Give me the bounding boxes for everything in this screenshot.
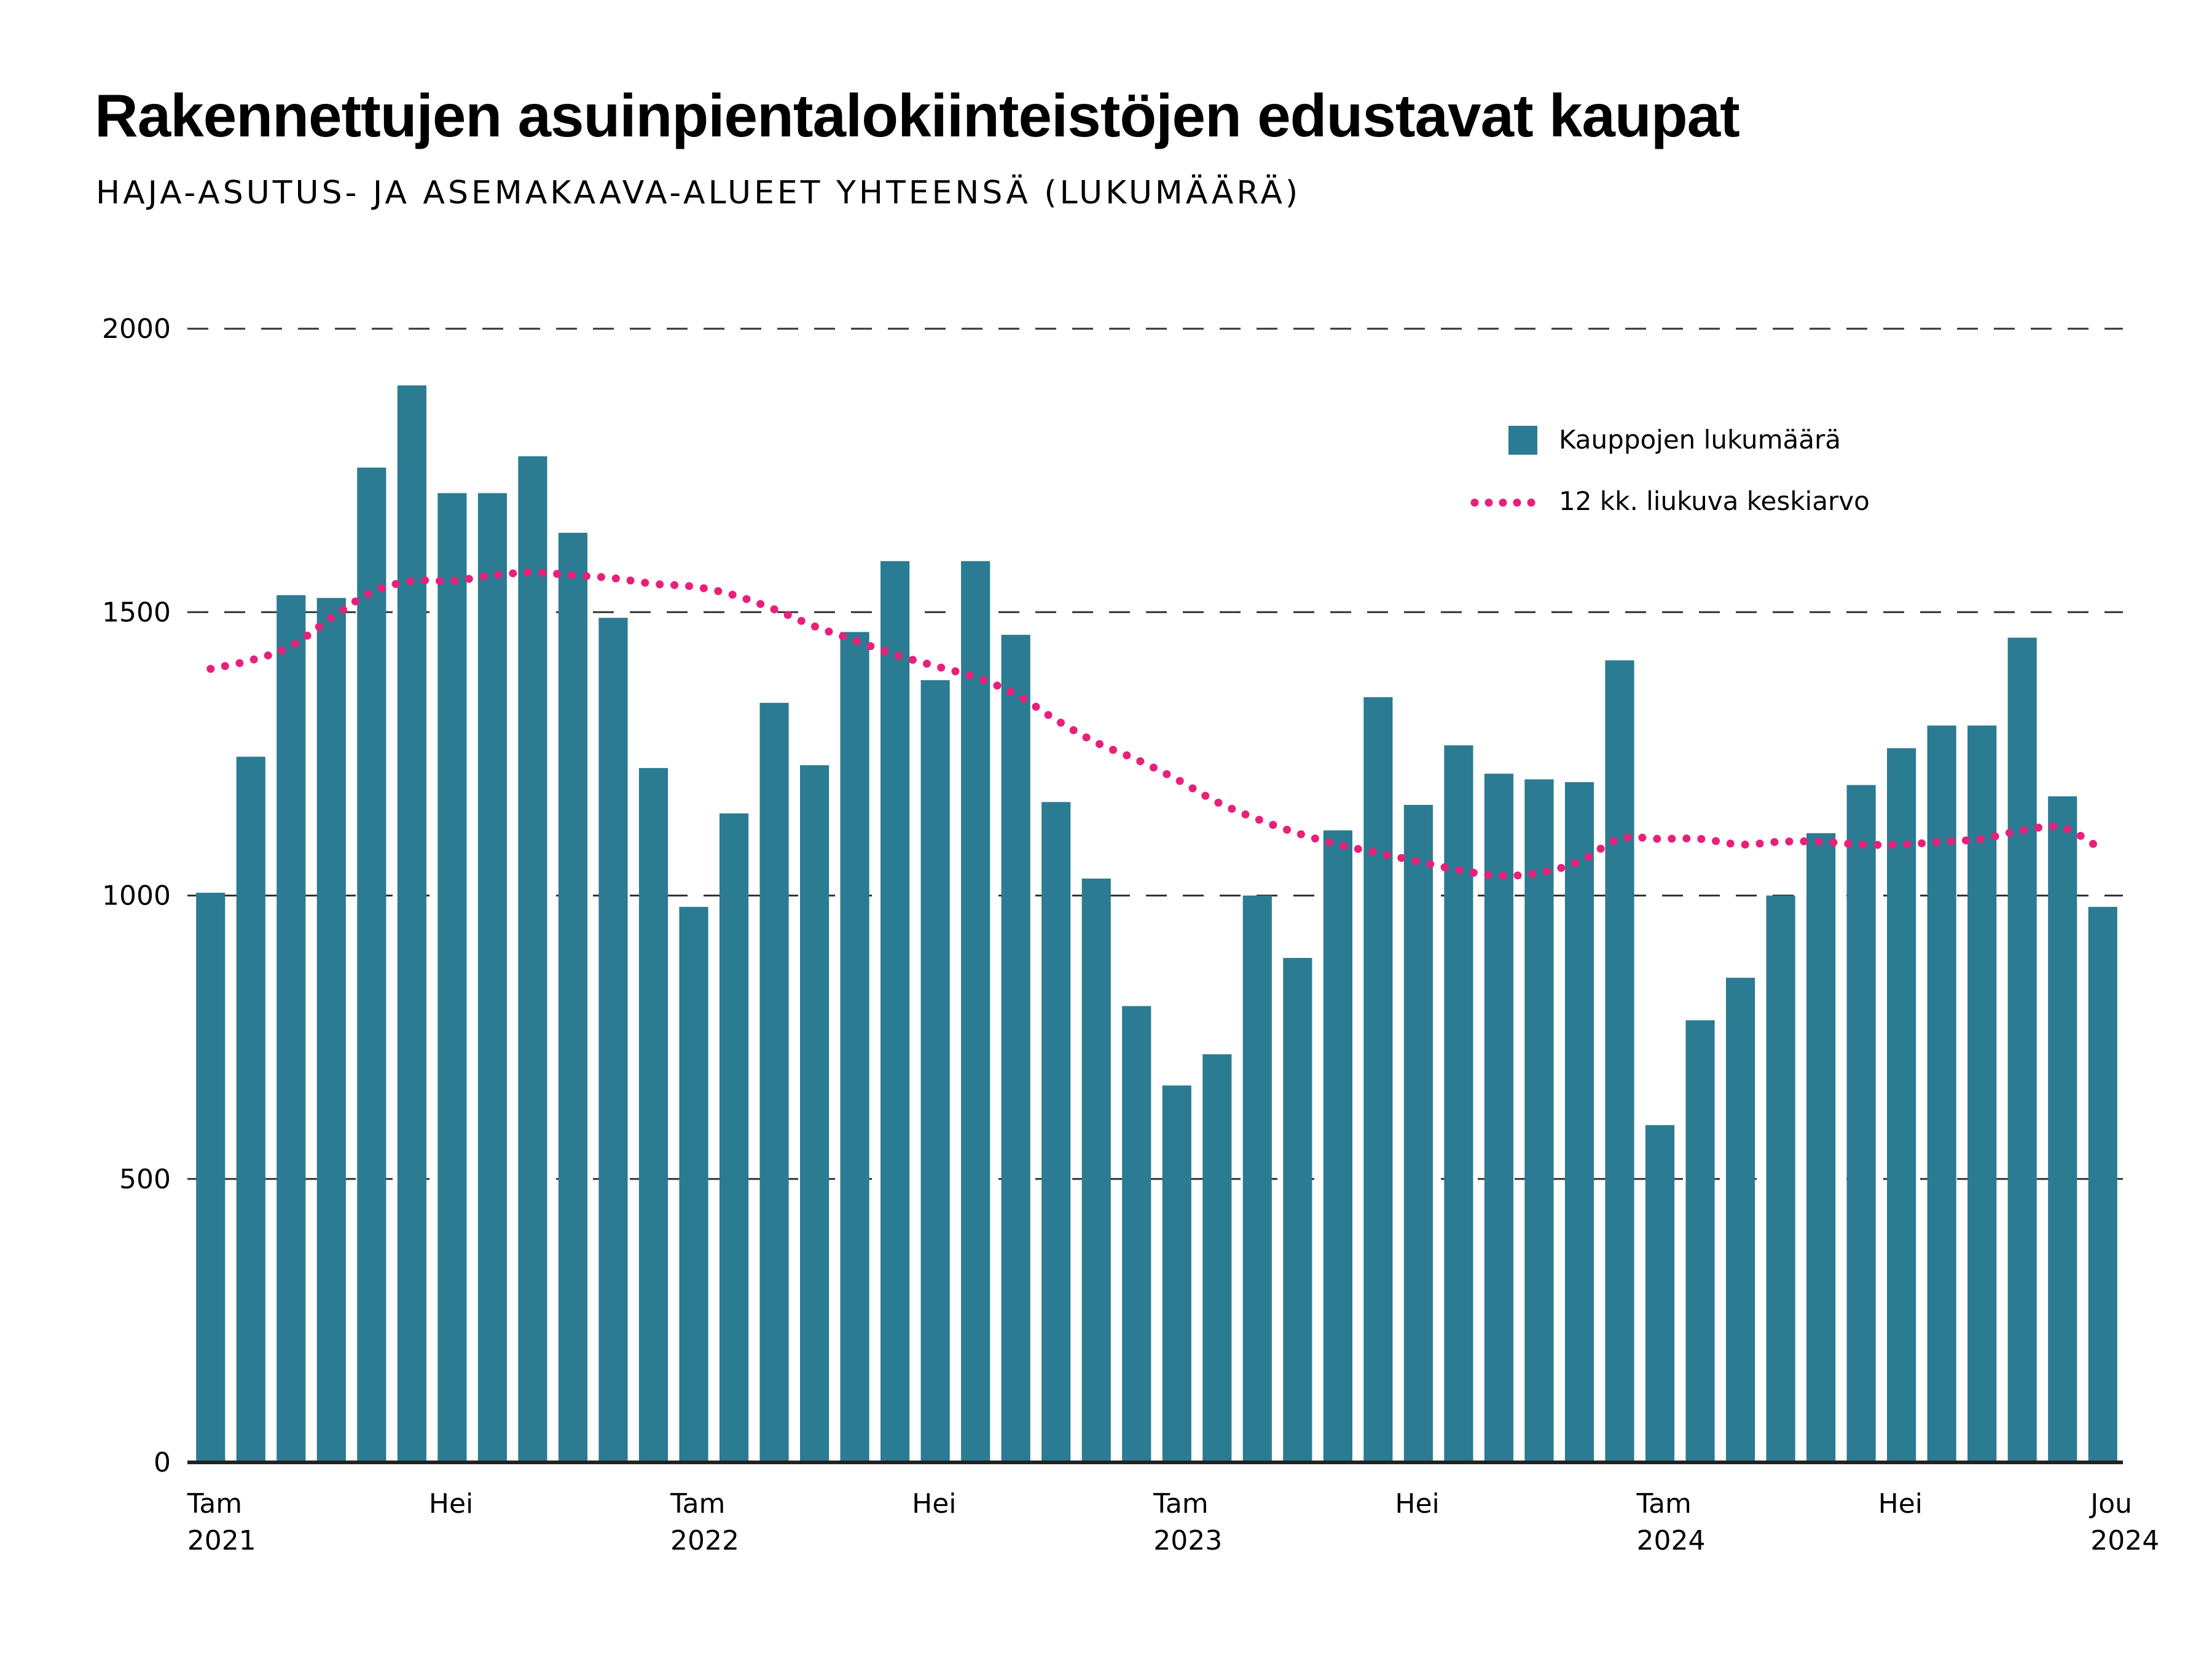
bar: [1524, 779, 1554, 1462]
x-tick-label: Tam: [1636, 1488, 1692, 1520]
bar: [1363, 697, 1393, 1462]
bar: [558, 533, 588, 1462]
x-tick-label: Tam: [670, 1488, 725, 1520]
x-tick-label: Tam: [1153, 1488, 1208, 1520]
bar: [1967, 725, 1997, 1462]
chart-subtitle: HAJA-ASUTUS- JA ASEMAKAAVA-ALUEET YHTEEN…: [96, 175, 1301, 211]
bar: [1202, 1054, 1232, 1462]
x-tick-label: Hei: [429, 1488, 473, 1520]
x-tick-label: Tam: [187, 1488, 242, 1520]
bar: [1846, 785, 1876, 1462]
bar: [1283, 957, 1312, 1462]
bar: [316, 598, 346, 1462]
bar: [1001, 635, 1030, 1462]
bar: [1927, 725, 1956, 1462]
y-tick-label: 1500: [102, 597, 171, 628]
x-tick-label: Hei: [1878, 1488, 1923, 1520]
bar: [397, 385, 426, 1462]
bar: [880, 561, 910, 1462]
bar: [1887, 748, 1916, 1462]
x-tick-label: 2023: [1153, 1525, 1222, 1556]
bar: [1605, 660, 1634, 1462]
bar: [799, 765, 830, 1462]
bar: [437, 493, 467, 1462]
chart-title: Rakennettujen asuinpientalokiinteistöjen…: [95, 82, 1740, 149]
bar: [1403, 804, 1433, 1462]
bar: [1162, 1085, 1191, 1462]
bar: [2048, 796, 2077, 1462]
bar: [1242, 895, 1272, 1462]
y-tick-label: 1000: [102, 880, 171, 912]
bar: [276, 595, 306, 1463]
bar: [759, 702, 789, 1462]
bar: [598, 618, 628, 1462]
bar: [719, 813, 749, 1462]
bar: [2088, 906, 2117, 1462]
bar: [1041, 802, 1071, 1462]
bar: [920, 680, 950, 1462]
bar: [196, 892, 226, 1462]
x-tick-label: Hei: [1395, 1488, 1439, 1520]
legend-label-moving-average: 12 kk. liukuva keskiarvo: [1559, 486, 1870, 516]
bar: [1484, 774, 1514, 1462]
bar: [1081, 878, 1111, 1462]
y-tick-label: 2000: [102, 313, 171, 345]
moving-average-line: [206, 568, 2107, 880]
bar: [1444, 745, 1473, 1462]
x-tick-label: Jou: [2088, 1488, 2132, 1520]
legend: Kauppojen lukumäärä 12 kk. liukuva keskia…: [1470, 425, 1870, 516]
bar-series: [196, 385, 2117, 1463]
axes: 0 500 1000 1500 2000 Tam 2021 Hei Tam 2022 Hei Tam 2…: [102, 313, 2159, 1556]
bar: [1564, 782, 1594, 1462]
bar: [1725, 978, 1755, 1462]
bar: [638, 767, 669, 1462]
bar: [236, 756, 265, 1462]
bar: [679, 906, 708, 1462]
bar: [1806, 833, 1836, 1462]
x-tick-label: 2024: [1637, 1525, 1706, 1556]
bar: [1122, 1006, 1151, 1462]
legend-swatch-bars: [1508, 426, 1537, 455]
bar: [1766, 895, 1795, 1462]
bar: [1685, 1020, 1715, 1462]
y-tick-label: 0: [154, 1447, 171, 1478]
bar: [840, 632, 869, 1462]
bar: [357, 468, 386, 1463]
x-tick-label: 2024: [2090, 1525, 2159, 1556]
y-tick-label: 500: [119, 1164, 171, 1195]
gridlines: [187, 327, 2123, 1180]
x-tick-label: Hei: [912, 1488, 956, 1520]
bar: [518, 456, 547, 1462]
bar: [2007, 637, 2037, 1462]
bar: [1323, 830, 1352, 1462]
bar: [477, 493, 507, 1462]
moving-average-series: [206, 568, 2107, 880]
legend-label-bars: Kauppojen lukumäärä: [1559, 425, 1841, 455]
bar: [1645, 1125, 1675, 1462]
x-tick-label: 2021: [187, 1525, 256, 1556]
bar: [961, 561, 990, 1462]
x-tick-label: 2022: [670, 1525, 739, 1556]
